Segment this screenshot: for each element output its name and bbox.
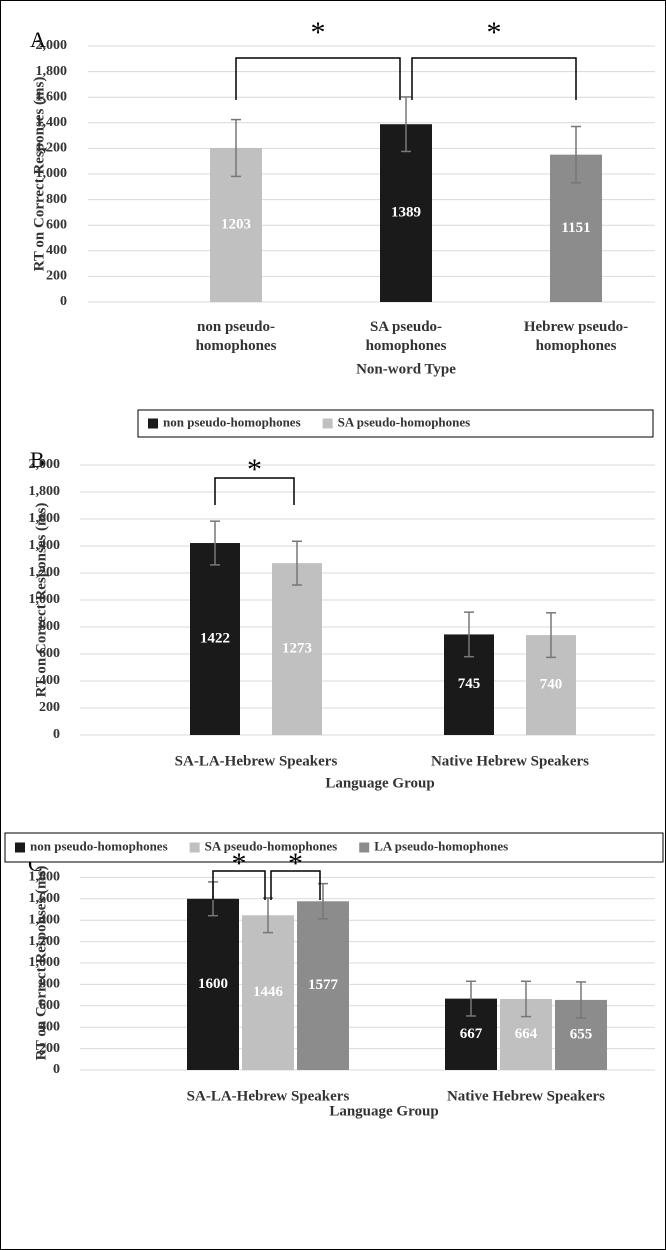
y-tick-label: 1,000 (36, 166, 68, 181)
y-tick-label: 400 (39, 673, 60, 688)
y-tick-label: 1,200 (29, 934, 61, 949)
significance-bracket (411, 57, 577, 100)
y-tick-label: 2,000 (36, 38, 68, 53)
y-tick-label: 1,200 (36, 141, 68, 156)
y-tick-label: 600 (39, 998, 60, 1013)
value-label: 1151 (561, 220, 590, 236)
x-tick-label: Native Hebrew Speakers (431, 753, 589, 769)
significance-bracket (212, 870, 266, 900)
y-tick-label: 1,800 (29, 484, 61, 499)
y-tick-label: 0 (53, 1062, 60, 1077)
significance-label: * (247, 453, 262, 486)
y-tick-label: 1,600 (29, 891, 61, 906)
value-label: 1446 (253, 984, 284, 1000)
value-label: 1577 (308, 977, 339, 993)
y-tick-label: 1,800 (29, 870, 61, 885)
x-axis-label: Language Group (325, 775, 434, 791)
y-tick-label: 600 (46, 217, 67, 232)
y-tick-label: 200 (39, 700, 60, 715)
bar (380, 124, 432, 302)
y-tick-label: 0 (60, 294, 67, 309)
significance-bracket (235, 57, 401, 100)
legend-swatch (148, 418, 158, 429)
y-tick-label: 1,800 (36, 64, 68, 79)
significance-label: * (232, 847, 247, 880)
value-label: 1389 (391, 205, 421, 221)
x-tick-label: SA-LA-Hebrew Speakers (187, 1088, 350, 1104)
legend-box (137, 409, 654, 438)
legend-label: LA pseudo-homophones (374, 838, 508, 853)
significance-label: * (288, 847, 303, 880)
legend-label: non pseudo-homophones (30, 838, 168, 853)
y-tick-label: 1,000 (29, 592, 61, 607)
x-tick-label: SA-LA-Hebrew Speakers (175, 753, 338, 769)
y-tick-label: 200 (46, 269, 67, 284)
bar (242, 915, 294, 1070)
legend-swatch (322, 418, 333, 429)
legend-label: SA pseudo-homophones (338, 414, 471, 429)
legend-label: SA pseudo-homophones (205, 838, 338, 853)
bar (190, 543, 240, 735)
y-tick-label: 1,400 (29, 912, 61, 927)
significance-label: * (311, 16, 326, 49)
y-tick-label: 200 (39, 1041, 60, 1056)
x-tick-label: Native Hebrew Speakers (447, 1088, 605, 1104)
panel-label: B (30, 447, 45, 472)
legend-swatch (189, 842, 200, 853)
y-tick-label: 2,000 (29, 457, 61, 472)
bar (272, 563, 322, 735)
y-axis-label: RT on Correct Responses (ms) (33, 503, 49, 698)
y-tick-label: 1,600 (36, 89, 68, 104)
value-label: 745 (458, 676, 481, 692)
legend-swatch (15, 842, 25, 853)
y-tick-label: 800 (39, 619, 60, 634)
value-label: 1203 (221, 216, 251, 232)
value-label: 667 (460, 1026, 483, 1042)
x-tick-label: non pseudo-homophones (196, 319, 277, 354)
x-axis-label: Language Group (329, 1103, 438, 1119)
x-axis-label: Non-word Type (356, 361, 456, 377)
y-tick-label: 400 (46, 243, 67, 258)
y-tick-label: 400 (39, 1019, 60, 1034)
legend-box (4, 832, 664, 863)
x-tick-label: SA pseudo-homophones (366, 319, 447, 354)
y-tick-label: 1,600 (29, 511, 61, 526)
panel-label: A (30, 27, 46, 52)
y-tick-label: 1,200 (29, 565, 61, 580)
y-axis-label: RT on Correct Responses (ms) (33, 866, 49, 1061)
legend-swatch (359, 842, 370, 853)
y-tick-label: 800 (39, 977, 60, 992)
value-label: 1422 (200, 630, 230, 646)
y-tick-label: 600 (39, 646, 60, 661)
bar (187, 898, 239, 1070)
value-label: 655 (570, 1026, 593, 1042)
y-tick-label: 1,400 (29, 538, 61, 553)
significance-label: * (487, 16, 502, 49)
y-tick-label: 1,000 (29, 955, 61, 970)
y-tick-label: 800 (46, 192, 67, 207)
value-label: 664 (515, 1026, 538, 1042)
value-label: 740 (540, 676, 563, 692)
y-tick-label: 0 (53, 727, 60, 742)
legend-label: non pseudo-homophones (163, 414, 301, 429)
value-label: 1273 (282, 641, 312, 657)
y-tick-label: 1,400 (36, 115, 68, 130)
bar (297, 901, 349, 1070)
y-axis-label: RT on Correct Responses (ms) (31, 77, 47, 272)
x-tick-label: Hebrew pseudo-homophones (524, 319, 628, 354)
significance-bracket (270, 870, 321, 900)
value-label: 1600 (198, 976, 228, 992)
significance-bracket (214, 477, 295, 505)
